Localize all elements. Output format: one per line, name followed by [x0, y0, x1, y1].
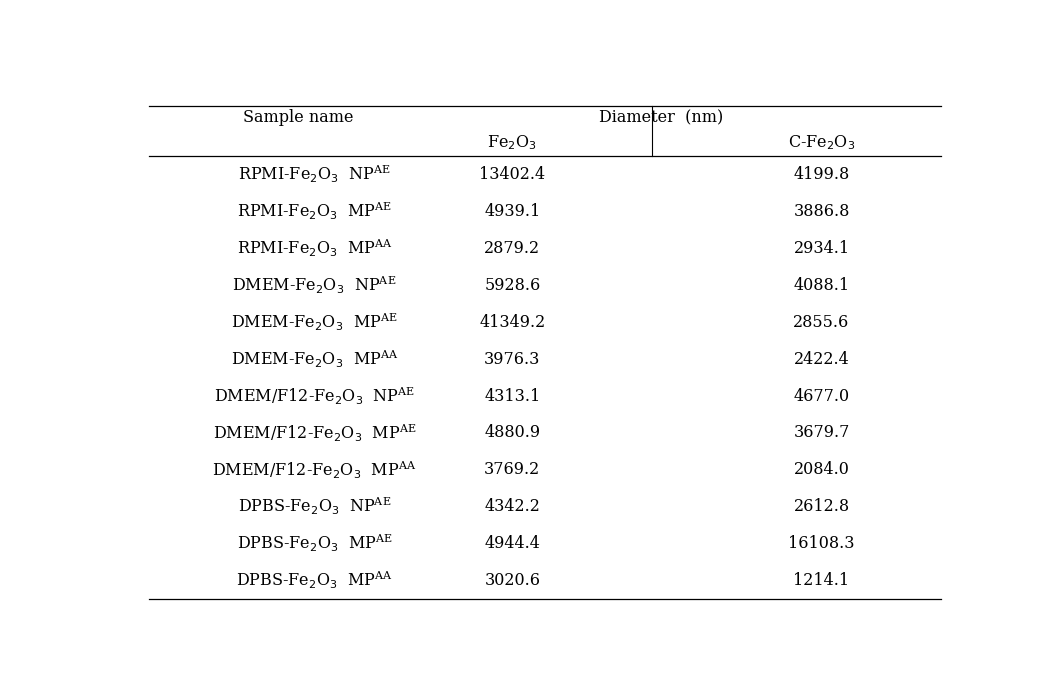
Text: DMEM/F12-Fe$_2$O$_3$  MP$^{\mathregular{AA}}$: DMEM/F12-Fe$_2$O$_3$ MP$^{\mathregular{A… — [212, 459, 417, 480]
Text: C-Fe$_2$O$_3$: C-Fe$_2$O$_3$ — [787, 134, 855, 152]
Text: Diameter  (nm): Diameter (nm) — [599, 110, 722, 126]
Text: RPMI-Fe$_2$O$_3$  MP$^{\mathregular{AA}}$: RPMI-Fe$_2$O$_3$ MP$^{\mathregular{AA}}$ — [236, 238, 393, 259]
Text: RPMI-Fe$_2$O$_3$  NP$^{\mathregular{AE}}$: RPMI-Fe$_2$O$_3$ NP$^{\mathregular{AE}}$ — [238, 164, 390, 185]
Text: 16108.3: 16108.3 — [788, 535, 854, 552]
Text: 13402.4: 13402.4 — [479, 166, 546, 183]
Text: 4677.0: 4677.0 — [794, 388, 849, 405]
Text: RPMI-Fe$_2$O$_3$  MP$^{\mathregular{AE}}$: RPMI-Fe$_2$O$_3$ MP$^{\mathregular{AE}}$ — [237, 201, 392, 222]
Text: Sample name: Sample name — [243, 110, 353, 126]
Text: 2084.0: 2084.0 — [794, 461, 849, 478]
Text: 4944.4: 4944.4 — [484, 535, 541, 552]
Text: 3886.8: 3886.8 — [794, 203, 850, 220]
Text: DPBS-Fe$_2$O$_3$  MP$^{\mathregular{AA}}$: DPBS-Fe$_2$O$_3$ MP$^{\mathregular{AA}}$ — [236, 570, 393, 591]
Text: 4880.9: 4880.9 — [484, 425, 541, 441]
Text: 2422.4: 2422.4 — [794, 351, 849, 368]
Text: Fe$_2$O$_3$: Fe$_2$O$_3$ — [487, 134, 537, 152]
Text: 4939.1: 4939.1 — [484, 203, 541, 220]
Text: 1214.1: 1214.1 — [794, 572, 849, 589]
Text: 2934.1: 2934.1 — [794, 240, 849, 257]
Text: 5928.6: 5928.6 — [484, 277, 541, 294]
Text: DPBS-Fe$_2$O$_3$  MP$^{\mathregular{AE}}$: DPBS-Fe$_2$O$_3$ MP$^{\mathregular{AE}}$ — [236, 533, 393, 554]
Text: DMEM/F12-Fe$_2$O$_3$  MP$^{\mathregular{AE}}$: DMEM/F12-Fe$_2$O$_3$ MP$^{\mathregular{A… — [213, 422, 416, 444]
Text: DPBS-Fe$_2$O$_3$  NP$^{\mathregular{AE}}$: DPBS-Fe$_2$O$_3$ NP$^{\mathregular{AE}}$ — [237, 496, 392, 517]
Text: 4199.8: 4199.8 — [794, 166, 850, 183]
Text: DMEM/F12-Fe$_2$O$_3$  NP$^{\mathregular{AE}}$: DMEM/F12-Fe$_2$O$_3$ NP$^{\mathregular{A… — [214, 386, 415, 407]
Text: DMEM-Fe$_2$O$_3$  NP$^{\mathregular{AE}}$: DMEM-Fe$_2$O$_3$ NP$^{\mathregular{AE}}$ — [232, 274, 397, 296]
Text: 3769.2: 3769.2 — [484, 461, 541, 478]
Text: 2855.6: 2855.6 — [794, 314, 850, 331]
Text: DMEM-Fe$_2$O$_3$  MP$^{\mathregular{AE}}$: DMEM-Fe$_2$O$_3$ MP$^{\mathregular{AE}}$ — [231, 311, 398, 333]
Text: 3976.3: 3976.3 — [484, 351, 541, 368]
Text: 3679.7: 3679.7 — [794, 425, 850, 441]
Text: 41349.2: 41349.2 — [479, 314, 546, 331]
Text: DMEM-Fe$_2$O$_3$  MP$^{\mathregular{AA}}$: DMEM-Fe$_2$O$_3$ MP$^{\mathregular{AA}}$ — [231, 348, 398, 370]
Text: 4088.1: 4088.1 — [794, 277, 849, 294]
Text: 4342.2: 4342.2 — [484, 498, 541, 515]
Text: 2879.2: 2879.2 — [484, 240, 541, 257]
Text: 3020.6: 3020.6 — [484, 572, 541, 589]
Text: 4313.1: 4313.1 — [484, 388, 541, 405]
Text: 2612.8: 2612.8 — [794, 498, 849, 515]
